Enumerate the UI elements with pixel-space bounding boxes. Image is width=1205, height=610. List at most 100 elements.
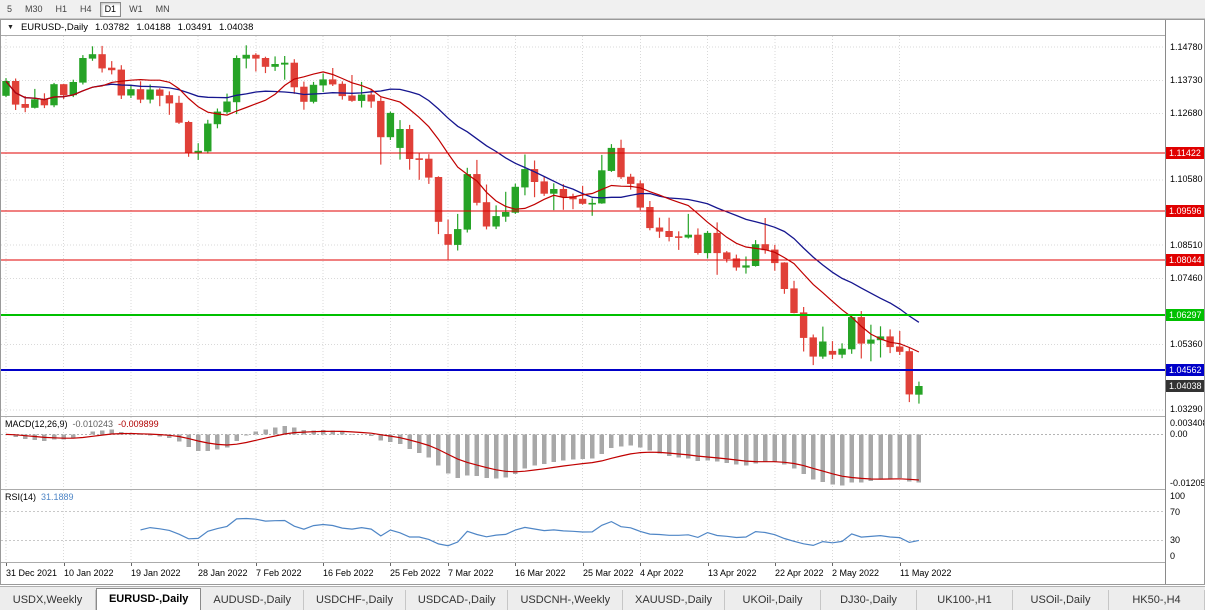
price-axis-badge: 1.11422 [1166, 147, 1205, 160]
chart-tab-usoil-daily[interactable]: USOil-,Daily [1013, 590, 1109, 610]
date-label: 7 Feb 2022 [256, 568, 302, 578]
ohlc-close: 1.04038 [219, 22, 254, 33]
price-chart[interactable] [1, 36, 1165, 416]
ohlc-low: 1.03491 [177, 22, 213, 33]
price-axis-label: 1.14780 [1170, 41, 1203, 52]
date-label: 19 Jan 2022 [131, 568, 181, 578]
macd-signal-line [5, 430, 919, 481]
price-axis-label: 1.10580 [1170, 174, 1203, 185]
date-label: 10 Jan 2022 [64, 568, 114, 578]
time-axis-tick [708, 563, 709, 566]
macd-value: -0.010243 [72, 419, 114, 429]
price-axis-badge: 1.09596 [1166, 204, 1205, 217]
macd-axis-label: 0.00 [1170, 429, 1188, 440]
chart-collapse-icon[interactable]: ▼ [7, 24, 14, 31]
time-axis-tick [900, 563, 901, 566]
timeframe-button-m30[interactable]: M30 [25, 3, 43, 14]
date-label: 2 May 2022 [832, 568, 880, 578]
rsi-line [140, 517, 920, 547]
chart-symbol-label: EURUSD-,Daily [20, 22, 88, 33]
macd-name: MACD(12,26,9) [5, 419, 68, 429]
rsi-axis-label: 30 [1170, 535, 1181, 546]
price-axis-badge: 1.04562 [1166, 363, 1205, 376]
chart-tab-uk100-h1[interactable]: UK100-,H1 [917, 590, 1013, 610]
rsi-name: RSI(14) [5, 492, 37, 502]
macd-label: MACD(12,26,9) -0.010243 -0.009899 [5, 419, 159, 429]
macd-signal-value: -0.009899 [118, 419, 159, 429]
price-axis-badge: 1.06297 [1166, 309, 1205, 322]
rsi-value: 31.1889 [41, 492, 74, 502]
candles-layer [2, 45, 923, 404]
chart-tab-audusd-daily[interactable]: AUDUSD-,Daily [201, 590, 304, 610]
price-axis-label: 1.12680 [1170, 108, 1203, 118]
date-label: 4 Apr 2022 [640, 568, 684, 578]
chart-tab-xauusd-daily[interactable]: XAUUSD-,Daily [623, 590, 725, 610]
date-label: 16 Feb 2022 [323, 568, 374, 578]
macd-axis-label: -0.01205 [1170, 478, 1205, 488]
time-axis-tick [256, 563, 257, 566]
timeframe-button-5[interactable]: 5 [7, 3, 13, 14]
chart-tab-usdcad-daily[interactable]: USDCAD-,Daily [406, 590, 509, 610]
timeframe-button-mn[interactable]: MN [155, 3, 170, 14]
rsi-axis-label: 100 [1170, 490, 1186, 501]
time-axis-tick [775, 563, 776, 566]
panel-separator[interactable] [0, 489, 1205, 490]
time-axis-tick [6, 563, 7, 566]
chart-tab-usdchf-daily[interactable]: USDCHF-,Daily [304, 590, 406, 610]
rsi-axis-label: 70 [1170, 506, 1181, 517]
ma-fast-line [5, 71, 920, 353]
date-label: 28 Jan 2022 [198, 568, 248, 578]
rsi-axis-label: 0 [1170, 551, 1176, 561]
date-label: 13 Apr 2022 [708, 568, 757, 578]
chart-tab-ukoil-daily[interactable]: UKOil-,Daily [725, 590, 821, 610]
date-label: 7 Mar 2022 [448, 568, 494, 578]
chart-tab-dj30-daily[interactable]: DJ30-,Daily [821, 590, 917, 610]
time-axis-tick [198, 563, 199, 566]
grid-layer [1, 36, 1165, 416]
timeframe-button-d1[interactable]: D1 [99, 1, 122, 17]
price-axis-label: 1.07460 [1170, 272, 1203, 283]
time-axis[interactable]: 31 Dec 2021 10 Jan 2022 19 Jan 2022 28 Jan … [1, 563, 1165, 584]
macd-panel[interactable] [1, 417, 1165, 489]
time-axis-tick [64, 563, 65, 566]
date-label: 31 Dec 2021 [6, 568, 58, 578]
time-axis-tick [583, 563, 584, 566]
time-axis-tick [832, 563, 833, 566]
ma-slow-line [5, 80, 920, 323]
chart-tab-eurusd-daily[interactable]: EURUSD-,Daily [96, 588, 202, 610]
macd-axis-label: 0.003408 [1170, 417, 1205, 428]
price-axis-label: 1.13730 [1170, 74, 1203, 85]
timeframe-button-h4[interactable]: H4 [80, 3, 92, 14]
time-axis-tick [448, 563, 449, 566]
ohlc-high: 1.04188 [136, 22, 171, 33]
chart-tab-bar: USDX,Weekly EURUSD-,Daily AUDUSD-,Daily USD… [0, 586, 1205, 610]
date-label: 25 Feb 2022 [390, 568, 441, 578]
chart-tab-usdcnh-weekly[interactable]: USDCNH-,Weekly [508, 590, 624, 610]
price-axis-label: 1.03290 [1170, 404, 1203, 415]
panel-separator[interactable] [0, 416, 1205, 417]
date-label: 11 May 2022 [900, 568, 952, 578]
timeframe-button-h1[interactable]: H1 [55, 3, 68, 14]
timeframe-button-w1[interactable]: W1 [129, 3, 143, 14]
time-axis-tick [131, 563, 132, 566]
chart-header: ▼ EURUSD-,Daily 1.03782 1.04188 1.03491 … [1, 20, 1165, 36]
timeframe-toolbar: 5 M30 H1 H4 D1 W1 MN [0, 0, 1205, 19]
date-label: 22 Apr 2022 [775, 568, 824, 578]
rsi-grid-layer [1, 490, 1165, 562]
panel-separator [0, 562, 1205, 563]
rsi-panel[interactable] [1, 490, 1165, 562]
price-axis-label: 1.05360 [1170, 339, 1203, 350]
time-axis-tick [515, 563, 516, 566]
price-axis-badge: 1.04038 [1166, 380, 1205, 393]
rsi-label: RSI(14) 31.1889 [5, 492, 74, 502]
date-label: 16 Mar 2022 [515, 568, 566, 578]
horizontal-levels-layer[interactable] [1, 152, 1165, 371]
price-axis-label: 1.08510 [1170, 239, 1203, 250]
time-axis-tick [640, 563, 641, 566]
time-axis-tick [323, 563, 324, 566]
price-axis[interactable]: 1.14780 1.13730 1.12680 1.10580 1.08510 1.074… [1165, 20, 1205, 584]
date-label: 25 Mar 2022 [583, 568, 634, 578]
chart-tab-usdx-weekly[interactable]: USDX,Weekly [0, 590, 96, 610]
chart-tab-hk50-h4[interactable]: HK50-,H4 [1109, 590, 1205, 610]
